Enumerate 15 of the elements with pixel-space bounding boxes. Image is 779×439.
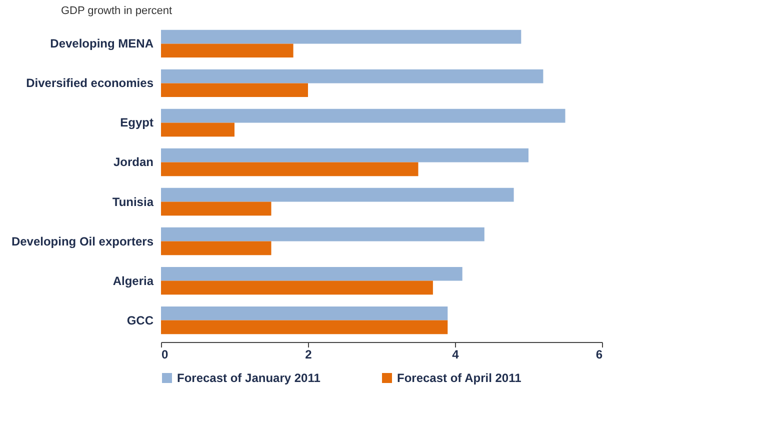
x-tick-label: 6: [596, 348, 603, 362]
x-tick-label: 2: [305, 348, 312, 362]
chart-title: GDP growth in percent: [60, 5, 172, 17]
y-tick-label: GCC: [126, 313, 154, 328]
y-tick-label: Jordan: [113, 155, 154, 170]
y-tick-label: Tunisia: [112, 194, 154, 209]
y-tick-label: Algeria: [112, 274, 154, 288]
y-tick-label: Egypt: [120, 116, 154, 130]
y-tick-label: Developing MENA: [50, 36, 154, 51]
legend-label: Forecast of April 2011: [397, 371, 522, 385]
y-tick-label: Diversified economies: [26, 76, 154, 90]
y-tick-label: Developing Oil exporters: [11, 234, 154, 248]
legend-label: Forecast of January 2011: [177, 371, 321, 385]
x-tick-label: 0: [162, 348, 168, 362]
x-tick-label: 4: [452, 348, 460, 362]
